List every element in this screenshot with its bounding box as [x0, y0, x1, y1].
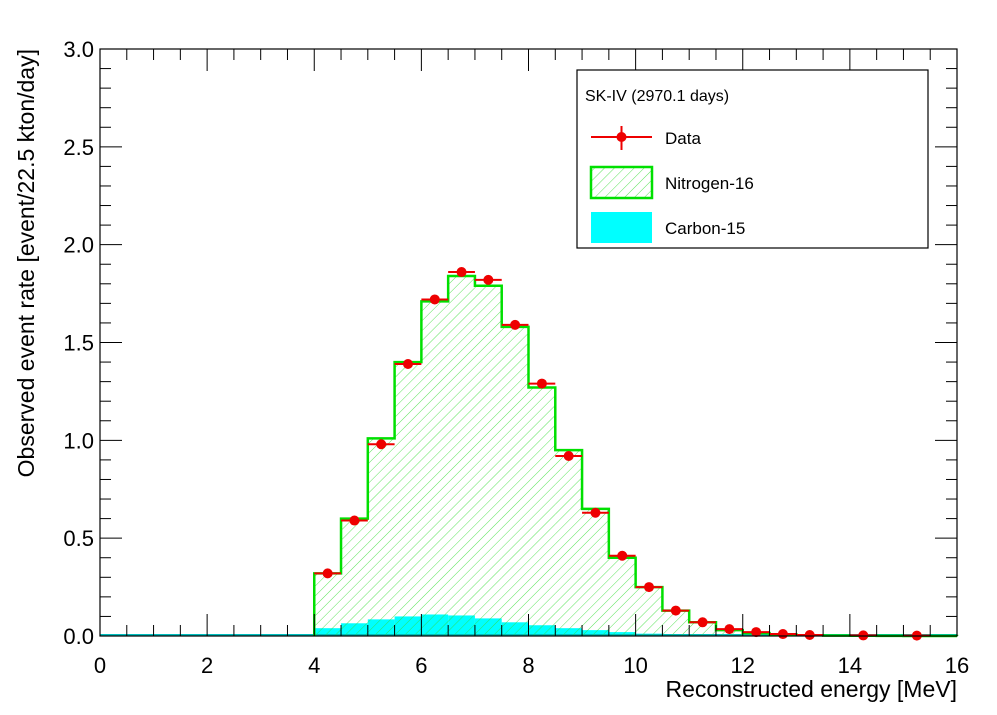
nitrogen-16-bin	[689, 622, 716, 636]
legend-title: SK-IV (2970.1 days)	[585, 88, 729, 105]
nitrogen-16-bin	[501, 326, 529, 636]
nitrogen-16-bin	[448, 275, 475, 636]
nitrogen-16-histogram	[313, 274, 959, 638]
data-point	[697, 617, 708, 628]
data-point	[483, 274, 494, 285]
data-point	[590, 507, 601, 518]
nitrogen-16-bin	[314, 573, 342, 636]
y-tick-label: 0.5	[63, 526, 94, 551]
y-tick-label: 3.0	[63, 37, 94, 62]
data-point	[429, 294, 440, 305]
data-point	[670, 605, 681, 616]
x-tick-label: 6	[415, 653, 427, 678]
nitrogen-16-bin	[341, 518, 368, 636]
x-tick-label: 0	[94, 653, 106, 678]
data-point	[349, 515, 360, 526]
legend-entry-nitrogen-16: Nitrogen-16	[589, 165, 754, 200]
tick-labels: 0 2 4 6 8 10 12 14 16 0.0 0.5 1.0 1.5 2.0 2.5 3.0	[63, 37, 969, 678]
data-point	[402, 359, 413, 370]
x-tick-label: 10	[623, 653, 647, 678]
nitrogen-16-bin	[394, 362, 422, 636]
x-tick-label: 14	[838, 653, 862, 678]
axis-ticks	[99, 48, 958, 637]
legend-data-marker	[616, 132, 627, 142]
x-tick-label: 2	[201, 653, 213, 678]
data-point	[456, 267, 467, 278]
x-axis-label: Reconstructed energy [MeV]	[666, 676, 957, 702]
nitrogen-16-bin	[635, 587, 663, 636]
nitrogen-16-bin	[608, 557, 636, 636]
x-tick-label: 4	[308, 653, 320, 678]
y-tick-label: 1.5	[63, 331, 94, 356]
nitrogen-16-bin	[528, 387, 556, 636]
legend-entry-carbon-15: Carbon-15	[591, 212, 745, 243]
data-point	[804, 630, 815, 641]
data-point	[724, 624, 735, 635]
nitrogen-16-bin	[421, 301, 449, 636]
x-tick-label: 12	[731, 653, 755, 678]
nitrogen-16-bin	[367, 438, 395, 636]
nitrogen-16-bin	[474, 285, 502, 636]
nitrogen-16-bin	[555, 450, 583, 636]
legend-swatch-carbon-15	[591, 212, 652, 243]
x-tick-label: 8	[522, 653, 534, 678]
y-tick-label: 1.0	[63, 428, 94, 453]
x-tick-label: 16	[945, 653, 969, 678]
data-point	[751, 627, 762, 638]
y-axis-label: Observed event rate [event/22.5 kton/day…	[13, 49, 39, 477]
legend-label-nitrogen-16: Nitrogen-16	[665, 174, 754, 193]
y-tick-label: 0.0	[63, 624, 94, 649]
data-point	[322, 568, 333, 579]
legend-label-carbon-15: Carbon-15	[665, 219, 745, 238]
data-point	[376, 439, 387, 450]
data-points	[314, 267, 931, 641]
legend-entry-data: Data	[591, 126, 701, 150]
data-point	[510, 319, 521, 330]
nitrogen-16-bin	[582, 508, 609, 636]
data-point	[777, 629, 788, 640]
legend-label-data: Data	[665, 129, 701, 148]
y-tick-label: 2.0	[63, 233, 94, 258]
data-point	[536, 378, 547, 389]
data-point	[644, 582, 655, 593]
legend-swatch-nitrogen-16	[589, 165, 654, 200]
data-point	[563, 450, 574, 461]
data-point	[617, 550, 628, 561]
legend: SK-IV (2970.1 days) Data Nitrogen-16 Car…	[576, 69, 929, 249]
y-tick-label: 2.5	[63, 135, 94, 160]
